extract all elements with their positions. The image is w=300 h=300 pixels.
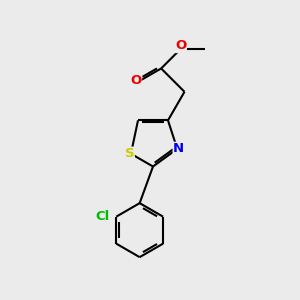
Text: O: O	[175, 39, 186, 52]
Text: N: N	[173, 142, 184, 155]
Text: S: S	[124, 147, 134, 160]
Text: Cl: Cl	[96, 210, 110, 223]
Text: O: O	[130, 74, 142, 87]
